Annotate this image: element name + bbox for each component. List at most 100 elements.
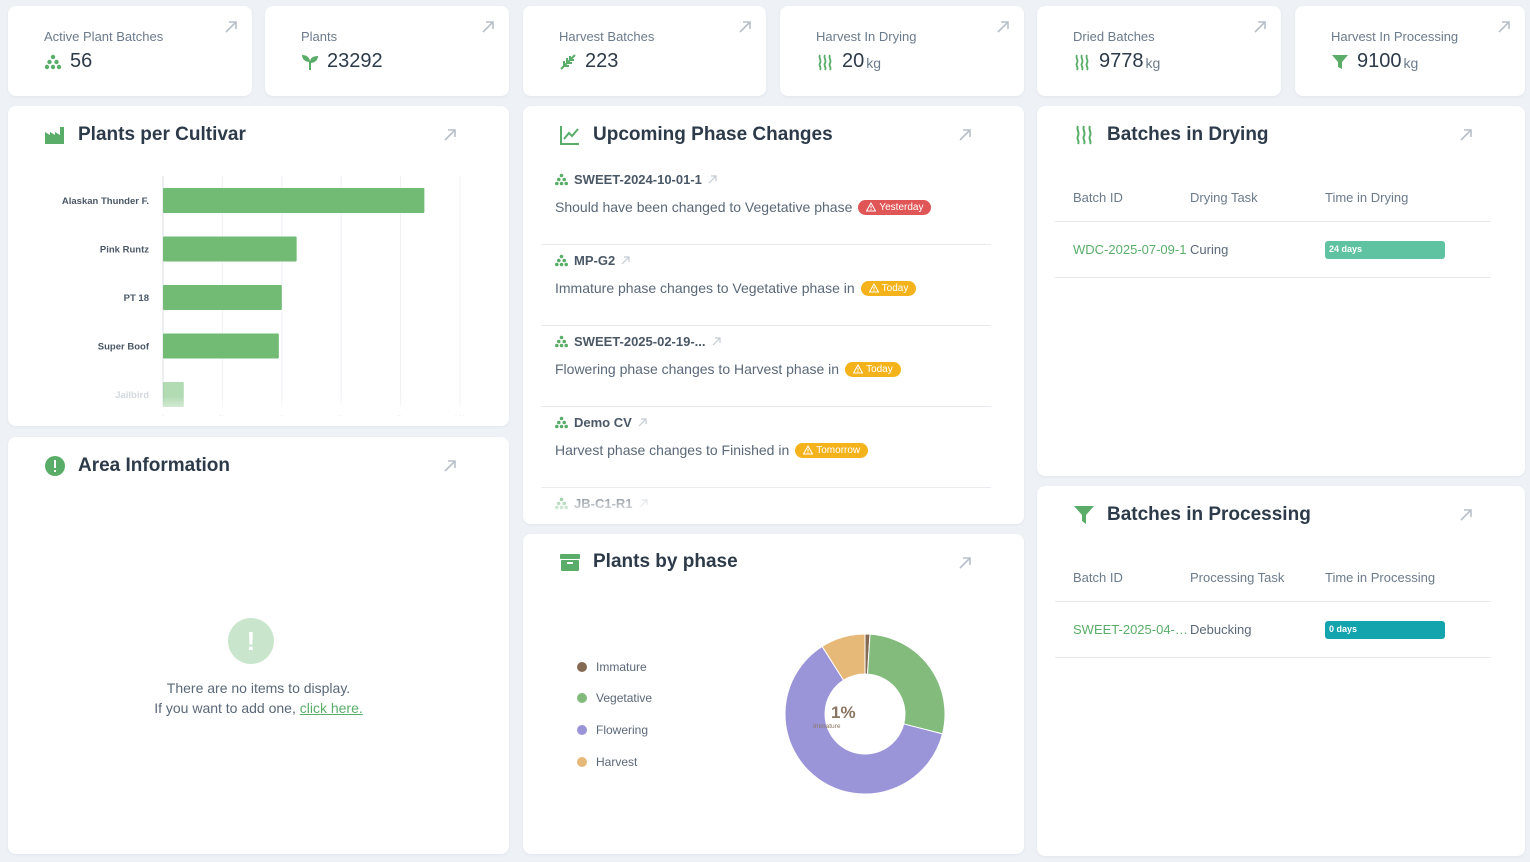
kpi-card-active-plant-batches[interactable]: Active Plant Batches 56: [8, 6, 252, 96]
column-header: Time in Drying: [1325, 190, 1409, 205]
column-header: Batch ID: [1073, 570, 1123, 585]
warning-icon: [866, 202, 877, 212]
category-label: Pink Runtz: [100, 245, 149, 256]
batch-name[interactable]: SWEET-2025-02-19-...: [574, 334, 706, 349]
external-link-icon[interactable]: [708, 175, 717, 184]
plants-per-cultivar-panel: Plants per Cultivar 02k4k6k8k10kAlaskan …: [8, 106, 509, 426]
line-chart-icon: [559, 124, 581, 146]
external-link-icon[interactable]: [712, 337, 721, 346]
due-badge: Today: [845, 361, 901, 377]
processing-table: Batch ID Processing Task Time in Process…: [1055, 554, 1491, 658]
external-link-icon[interactable]: [621, 256, 630, 265]
expand-arrow-icon[interactable]: [1253, 20, 1267, 34]
bar[interactable]: [163, 285, 282, 310]
leaf-icon: [559, 53, 577, 71]
expand-arrow-icon[interactable]: [1459, 508, 1473, 522]
drying-table: Batch ID Drying Task Time in Drying WDC-…: [1055, 174, 1491, 278]
kpi-card-harvest-batches[interactable]: Harvest Batches 223: [523, 6, 766, 96]
batch-name[interactable]: MP-G2: [574, 253, 616, 268]
kpi-label: Harvest Batches: [559, 29, 655, 44]
legend-swatch: [577, 693, 587, 704]
kpi-card-plants[interactable]: Plants 23292: [265, 6, 509, 96]
legend-item[interactable]: Harvest: [577, 746, 652, 778]
legend-label: Immature: [596, 659, 647, 674]
expand-arrow-icon[interactable]: [958, 128, 972, 142]
batch-name[interactable]: SWEET-2024-10-01-1: [574, 172, 702, 187]
bar[interactable]: [163, 236, 297, 262]
phase-change-item[interactable]: SWEET-2025-02-19-... Flowering phase chan…: [541, 326, 991, 407]
kpi-card-dried-batches[interactable]: Dried Batches 9778 kg: [1037, 6, 1281, 96]
phase-description: Flowering phase changes to Harvest phase…: [555, 361, 840, 377]
panel-title: Batches in Processing: [1107, 504, 1311, 525]
legend-item[interactable]: Immature: [577, 651, 652, 683]
expand-arrow-icon[interactable]: [996, 20, 1010, 34]
bar[interactable]: [163, 333, 279, 359]
legend-label: Flowering: [596, 722, 649, 737]
empty-state-line1: There are no items to display.: [166, 680, 351, 696]
plants-cluster-icon: [555, 335, 568, 348]
due-badge: Today: [860, 280, 917, 296]
kpi-card-harvest-in-processing[interactable]: Harvest In Processing 9100 kg: [1295, 6, 1525, 96]
expand-arrow-icon[interactable]: [1459, 128, 1473, 142]
external-link-icon[interactable]: [638, 418, 647, 427]
exclamation-circle-icon: [44, 455, 66, 477]
plants-cluster-icon: [555, 254, 568, 267]
legend-item[interactable]: Vegetative: [577, 683, 652, 715]
plants-cluster-icon: [555, 416, 568, 429]
donut-slice[interactable]: [784, 645, 944, 795]
phase-description: Harvest phase changes to Finished in: [555, 442, 790, 458]
time-in-drying-bar: 24 days: [1325, 240, 1445, 259]
area-information-panel: Area Information ! There are no items to…: [8, 437, 509, 854]
table-row[interactable]: SWEET-2025-04-02... Debucking 0 days: [1055, 602, 1491, 658]
kpi-unit: kg: [1403, 55, 1419, 71]
phase-change-item[interactable]: SWEET-2024-10-01-1 Should have been chang…: [541, 164, 991, 245]
expand-arrow-icon[interactable]: [958, 556, 972, 570]
legend-swatch: [577, 724, 587, 735]
kpi-card-harvest-in-drying[interactable]: Harvest In Drying 20 kg: [780, 6, 1024, 96]
phase-change-list: SWEET-2024-10-01-1 Should have been chang…: [541, 164, 991, 524]
upcoming-phase-changes-panel: Upcoming Phase Changes SWEET-2024-10-01-…: [523, 106, 1024, 524]
expand-arrow-icon[interactable]: [481, 20, 495, 34]
table-header: Batch ID Processing Task Time in Process…: [1055, 554, 1491, 602]
expand-arrow-icon[interactable]: [738, 20, 752, 34]
kpi-value: 9100: [1357, 50, 1402, 72]
batch-id-link[interactable]: WDC-2025-07-09-1: [1073, 242, 1187, 257]
bar[interactable]: [163, 188, 425, 213]
column-header: Batch ID: [1073, 190, 1123, 205]
expand-arrow-icon[interactable]: [224, 20, 238, 34]
phase-legend: Immature Vegetative Flowering Harvest: [577, 651, 652, 777]
batch-name[interactable]: Demo CV: [574, 415, 632, 430]
kpi-value: 23292: [327, 50, 383, 72]
box-icon: [559, 551, 581, 573]
kpi-unit: kg: [866, 55, 882, 71]
donut-slice[interactable]: [821, 633, 866, 681]
expand-arrow-icon[interactable]: [443, 128, 457, 142]
panel-title: Batches in Drying: [1107, 124, 1269, 145]
panel-title: Area Information: [78, 455, 231, 476]
column-header: Drying Task: [1190, 190, 1258, 205]
table-row[interactable]: WDC-2025-07-09-1 Curing 24 days: [1055, 222, 1491, 278]
legend-item[interactable]: Flowering: [577, 714, 652, 746]
legend-swatch: [577, 661, 587, 672]
kpi-label: Plants: [301, 29, 338, 44]
phase-change-item[interactable]: Demo CV Harvest phase changes to Finished…: [541, 407, 991, 488]
phase-description: Should have been changed to Vegetative p…: [555, 199, 853, 215]
expand-arrow-icon[interactable]: [1497, 20, 1511, 34]
kpi-value: 56: [70, 50, 93, 72]
add-area-link[interactable]: click here.: [299, 700, 363, 716]
donut-slice[interactable]: [866, 633, 946, 735]
column-header: Time in Processing: [1325, 570, 1436, 585]
plants-cluster-icon: [555, 173, 568, 186]
expand-arrow-icon[interactable]: [443, 459, 457, 473]
batches-in-processing-panel: Batches in Processing Batch ID Processin…: [1037, 486, 1525, 856]
donut-center-value: 1%: [831, 703, 856, 722]
batch-id-link[interactable]: SWEET-2025-04-02...: [1073, 622, 1190, 637]
legend-swatch: [577, 756, 587, 767]
category-label: Jailbird: [115, 390, 149, 401]
phase-change-item[interactable]: MP-G2 Immature phase changes to Vegetativ…: [541, 245, 991, 326]
warning-icon: [853, 364, 864, 374]
sprout-icon: [301, 53, 319, 71]
batches-in-drying-panel: Batches in Drying Batch ID Drying Task T…: [1037, 106, 1525, 476]
category-label: PT 18: [124, 293, 149, 304]
time-in-processing-bar: 0 days: [1325, 620, 1445, 639]
